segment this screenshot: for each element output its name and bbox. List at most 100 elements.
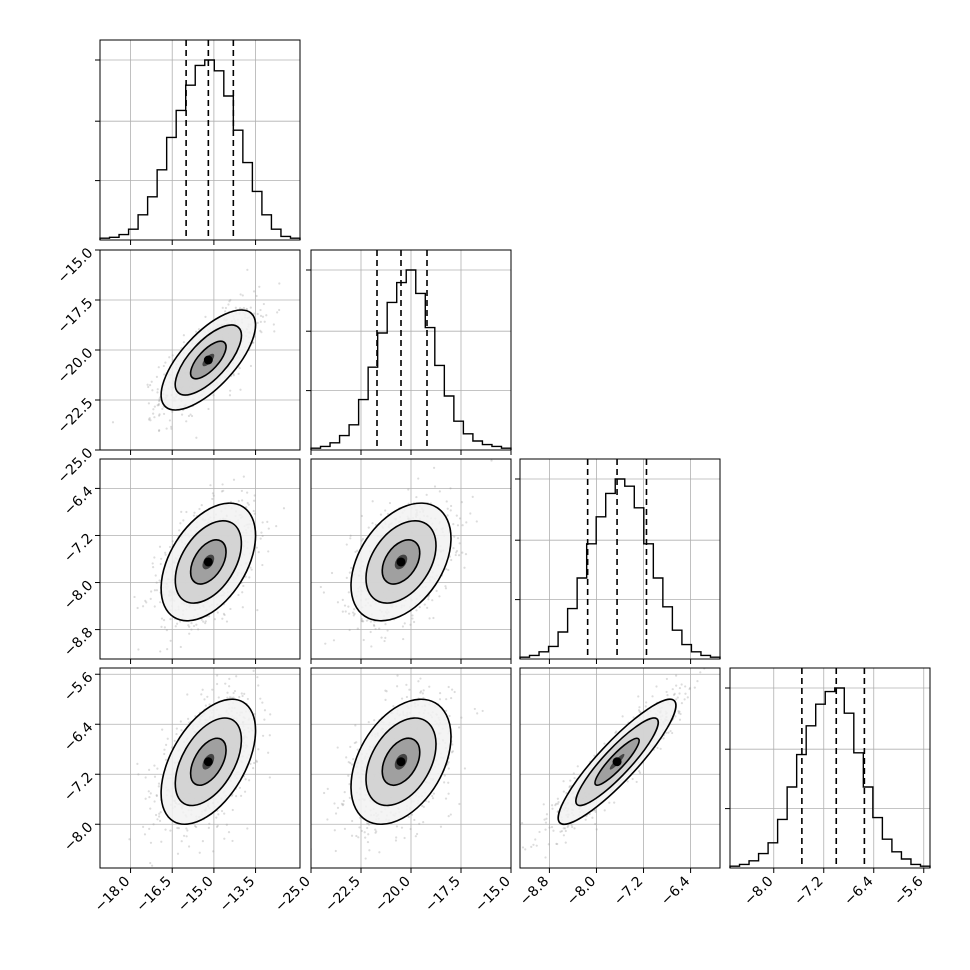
sample-point <box>378 851 381 854</box>
sample-point <box>238 307 242 310</box>
sample-point <box>267 751 270 754</box>
sample-point <box>565 792 568 795</box>
sample-point <box>220 809 224 813</box>
sample-point <box>180 510 183 513</box>
sample-point <box>152 412 155 415</box>
sample-point <box>259 308 262 312</box>
sample-point <box>257 684 260 687</box>
sample-point <box>237 499 240 503</box>
sample-point <box>341 610 344 613</box>
sample-point <box>162 412 166 416</box>
sample-point <box>188 632 191 635</box>
sample-point <box>431 794 434 798</box>
scatter-panel-1-0: −25.0−22.5−20.0−17.5−15.0 <box>55 245 301 487</box>
sample-point <box>360 619 363 622</box>
sample-point <box>161 407 164 411</box>
panel-frame <box>99 39 301 241</box>
sample-point <box>356 748 359 751</box>
sample-point <box>336 806 340 809</box>
sample-point <box>261 315 265 318</box>
sample-point <box>175 732 178 736</box>
sample-point <box>149 841 153 844</box>
sample-point <box>420 690 423 693</box>
sample-point <box>680 683 683 686</box>
sample-point <box>405 683 408 686</box>
sample-point <box>594 810 597 813</box>
sample-point <box>426 606 429 609</box>
sample-point <box>225 823 228 826</box>
sample-point <box>603 809 606 812</box>
sample-point <box>375 830 378 833</box>
sample-point <box>242 475 245 478</box>
sample-point <box>421 692 424 695</box>
sample-point <box>638 706 641 709</box>
sample-point <box>322 591 325 594</box>
sample-point <box>371 500 374 503</box>
density-peak <box>396 557 406 567</box>
sample-point <box>265 314 268 317</box>
sample-point <box>241 606 244 609</box>
sample-point <box>678 686 682 690</box>
sample-point <box>444 587 448 590</box>
sample-point <box>409 623 412 626</box>
sample-point <box>215 816 218 819</box>
sample-point <box>353 741 356 745</box>
sample-point <box>158 398 161 402</box>
sample-point <box>422 805 425 809</box>
sample-point <box>156 388 159 391</box>
sample-point <box>359 816 362 819</box>
sample-point <box>259 329 262 332</box>
density-peak <box>203 557 213 567</box>
sample-point <box>166 648 169 651</box>
sample-point <box>213 618 216 621</box>
sample-point <box>421 804 424 808</box>
sample-point <box>447 792 450 795</box>
sample-point <box>638 710 641 713</box>
sample-point <box>164 553 167 556</box>
sample-point <box>165 427 168 430</box>
sample-point <box>247 503 250 506</box>
sample-point <box>249 306 252 309</box>
sample-point <box>367 823 371 826</box>
scatter-panel-3-2: −8.8 −8.0 −7.2 −6.4 <box>517 667 721 909</box>
sample-point <box>168 545 172 549</box>
sample-point <box>380 636 383 639</box>
sample-point <box>111 421 115 424</box>
x-tick-label: −16.5 <box>133 874 175 916</box>
sample-point <box>229 607 232 611</box>
sample-point <box>228 300 231 303</box>
contour-1-0-2 <box>189 340 227 380</box>
sample-point <box>454 553 457 557</box>
sample-point <box>374 828 377 831</box>
sample-point <box>152 408 155 411</box>
sample-point <box>460 716 463 719</box>
sample-point <box>356 627 359 630</box>
sample-point <box>447 761 450 764</box>
sample-point <box>445 709 448 712</box>
sample-point <box>407 815 410 818</box>
scatter-panel-2-1 <box>310 458 512 664</box>
sample-point <box>176 852 180 855</box>
sample-point <box>246 491 249 494</box>
sample-point <box>143 833 147 836</box>
sample-point <box>569 779 572 782</box>
sample-point <box>160 625 163 628</box>
sample-point <box>368 849 371 852</box>
sample-point <box>405 695 409 699</box>
sample-point <box>182 341 185 344</box>
sample-point <box>372 623 376 627</box>
x-tick-label: −13.5 <box>217 874 259 916</box>
sample-point <box>403 836 406 840</box>
sample-point <box>591 816 594 819</box>
sample-point <box>396 674 399 677</box>
sample-point <box>263 709 267 712</box>
sample-point <box>678 692 681 695</box>
sample-point <box>231 839 234 843</box>
sample-point <box>348 571 351 574</box>
y-tick-label: −25.0 <box>55 445 97 487</box>
sample-point <box>250 656 252 658</box>
sample-point <box>201 688 204 691</box>
contour-3-0-0 <box>160 698 257 826</box>
sample-point <box>392 705 395 708</box>
sample-point <box>240 692 243 695</box>
